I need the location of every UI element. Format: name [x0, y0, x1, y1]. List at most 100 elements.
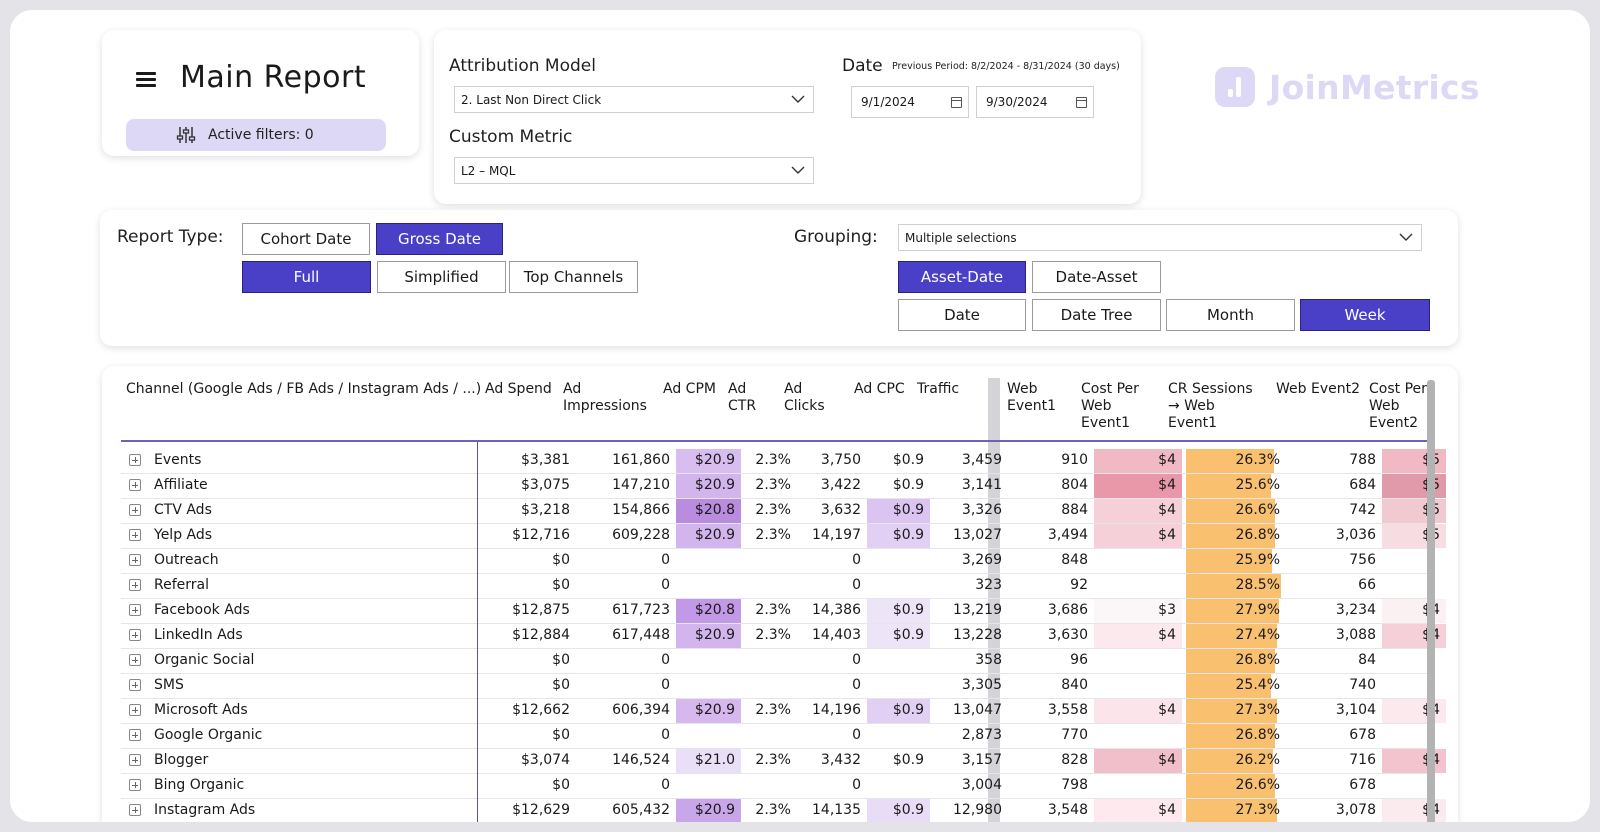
date-end-value: 9/30/2024: [986, 95, 1048, 109]
table-row[interactable]: Bing Organic $0 0 0 3,004 798 26.6% 678: [121, 774, 1427, 799]
expand-plus-icon[interactable]: [129, 454, 141, 466]
cr-value: 27.9%: [1235, 602, 1280, 618]
header-channel[interactable]: Channel (Google Ads / FB Ads / Instagram…: [126, 381, 482, 397]
header-web-event1[interactable]: Web Event1: [1007, 381, 1057, 414]
cr-value: 25.4%: [1235, 677, 1280, 693]
column-divider: [988, 378, 1000, 822]
calendar-icon[interactable]: [951, 97, 962, 108]
expand-plus-icon[interactable]: [129, 704, 141, 716]
date-start-input[interactable]: 9/1/2024: [851, 86, 969, 118]
app-window: Main Report Active filters: 0 Attributio…: [10, 10, 1590, 822]
cell-ad-spend: $3,218: [521, 502, 570, 518]
cell-ad-impressions: 0: [661, 552, 670, 568]
cell-ad-impressions: 0: [661, 777, 670, 793]
table-row[interactable]: CTV Ads $3,218 154,866 $20.8 2.3% 3,632 $0.9 3,…: [121, 499, 1446, 524]
cr-data-bar: [1186, 774, 1275, 798]
table-row[interactable]: Referral $0 0 0 323 92 28.5% 66: [121, 574, 1427, 599]
cell-cost-per-web-event1: $4: [1094, 699, 1182, 723]
header-ad-ctr[interactable]: Ad CTR: [728, 381, 757, 414]
bar-chart-logo-icon: [1215, 67, 1255, 107]
header-ad-cpc[interactable]: Ad CPC: [854, 381, 905, 397]
cell-traffic: 2,873: [961, 727, 1002, 743]
table-row[interactable]: Instagram Ads $12,629 605,432 $20.9 2.3% 14,1…: [121, 799, 1446, 822]
week-button[interactable]: Week: [1300, 299, 1430, 331]
expand-plus-icon[interactable]: [129, 754, 141, 766]
channel-name: SMS: [154, 677, 184, 693]
table-row[interactable]: SMS $0 0 0 3,305 840 25.4% 740: [121, 674, 1427, 699]
attribution-model-dropdown[interactable]: 2. Last Non Direct Click: [454, 86, 814, 113]
cell-cost-per-web-event1: $4: [1094, 499, 1182, 523]
channel-name: LinkedIn Ads: [154, 627, 243, 643]
cell-cost-per-web-event2: [1382, 724, 1446, 748]
expand-plus-icon[interactable]: [129, 679, 141, 691]
table-row[interactable]: Google Organic $0 0 0 2,873 770 26.8% 678: [121, 724, 1427, 749]
cell-ad-cpc: $0.9: [892, 477, 924, 493]
attribution-model-value: 2. Last Non Direct Click: [461, 92, 602, 107]
cr-data-bar: [1186, 599, 1279, 623]
header-cost-per-web-event1[interactable]: Cost Per Web Event1: [1081, 381, 1139, 431]
cell-ad-impressions: 606,394: [612, 702, 670, 718]
expand-plus-icon[interactable]: [129, 804, 141, 816]
header-ad-clicks[interactable]: Ad Clicks: [784, 381, 825, 414]
header-ad-cpm[interactable]: Ad CPM: [663, 381, 716, 397]
header-ad-spend[interactable]: Ad Spend: [485, 381, 552, 397]
cell-web-event2: 3,234: [1335, 602, 1376, 618]
vertical-scrollbar[interactable]: [1427, 380, 1435, 822]
gross-date-button[interactable]: Gross Date: [376, 223, 503, 255]
header-traffic[interactable]: Traffic: [917, 381, 960, 397]
cell-ad-clicks: 3,432: [820, 752, 861, 768]
header-cr-sessions[interactable]: CR Sessions → Web Event1: [1168, 381, 1253, 431]
cell-ad-cpc: [867, 724, 930, 748]
expand-plus-icon[interactable]: [129, 779, 141, 791]
month-button[interactable]: Month: [1166, 299, 1295, 331]
expand-plus-icon[interactable]: [129, 604, 141, 616]
asset-date-button[interactable]: Asset-Date: [898, 261, 1026, 293]
custom-metric-dropdown[interactable]: L2 – MQL: [454, 157, 814, 184]
cell-cost-per-web-event2: $4: [1382, 749, 1446, 773]
cell-web-event2: 756: [1349, 552, 1376, 568]
page-title: Main Report: [180, 60, 367, 95]
table-row[interactable]: Events $3,381 161,860 $20.9 2.3% 3,750 $0.9 3,4…: [121, 449, 1446, 474]
cr-value: 26.6%: [1235, 502, 1280, 518]
expand-plus-icon[interactable]: [129, 729, 141, 741]
expand-plus-icon[interactable]: [129, 479, 141, 491]
table-row[interactable]: LinkedIn Ads $12,884 617,448 $20.9 2.3% 14,40…: [121, 624, 1446, 649]
expand-plus-icon[interactable]: [129, 504, 141, 516]
header-ad-impressions[interactable]: Ad Impressions: [563, 381, 647, 414]
calendar-icon[interactable]: [1076, 97, 1087, 108]
date-tree-button[interactable]: Date Tree: [1032, 299, 1161, 331]
cell-cr-sessions: 26.2%: [1186, 749, 1286, 773]
cell-ad-spend: $12,662: [512, 702, 570, 718]
cell-cr-sessions: 25.9%: [1186, 549, 1286, 573]
cohort-date-button[interactable]: Cohort Date: [242, 223, 370, 255]
cell-web-event1: 828: [1061, 752, 1088, 768]
expand-plus-icon[interactable]: [129, 654, 141, 666]
expand-plus-icon[interactable]: [129, 529, 141, 541]
expand-plus-icon[interactable]: [129, 554, 141, 566]
grouping-dropdown[interactable]: Multiple selections: [898, 224, 1422, 251]
date-end-input[interactable]: 9/30/2024: [976, 86, 1094, 118]
cell-web-event2: 678: [1349, 727, 1376, 743]
expand-plus-icon[interactable]: [129, 579, 141, 591]
cell-ad-cpm: $21.0: [676, 749, 741, 773]
table-row[interactable]: Organic Social $0 0 0 358 96 26.8% 84: [121, 649, 1427, 674]
cell-traffic: 3,157: [961, 752, 1002, 768]
header-web-event2[interactable]: Web Event2: [1276, 381, 1360, 397]
date-asset-button[interactable]: Date-Asset: [1032, 261, 1161, 293]
active-filters-button[interactable]: Active filters: 0: [126, 119, 386, 151]
table-row[interactable]: Outreach $0 0 0 3,269 848 25.9% 756: [121, 549, 1427, 574]
table-row[interactable]: Affiliate $3,075 147,210 $20.9 2.3% 3,422 $0.9…: [121, 474, 1446, 499]
header-cost-per-web-event2[interactable]: Cost Per Web Event2: [1369, 381, 1427, 431]
cell-cost-per-web-event1: $4: [1094, 749, 1182, 773]
full-button[interactable]: Full: [242, 261, 371, 293]
table-row[interactable]: Yelp Ads $12,716 609,228 $20.9 2.3% 14,197 $0.…: [121, 524, 1446, 549]
expand-plus-icon[interactable]: [129, 629, 141, 641]
table-row[interactable]: Blogger $3,074 146,524 $21.0 2.3% 3,432 $0.9 3,…: [121, 749, 1446, 774]
simplified-button[interactable]: Simplified: [377, 261, 506, 293]
table-row[interactable]: Facebook Ads $12,875 617,723 $20.8 2.3% 14,38…: [121, 599, 1446, 624]
hamburger-menu-icon[interactable]: [136, 72, 156, 88]
top-channels-button[interactable]: Top Channels: [509, 261, 638, 293]
table-row[interactable]: Microsoft Ads $12,662 606,394 $20.9 2.3% 14,1…: [121, 699, 1446, 724]
date-button[interactable]: Date: [898, 299, 1026, 331]
cell-ad-cpm: [676, 574, 741, 598]
